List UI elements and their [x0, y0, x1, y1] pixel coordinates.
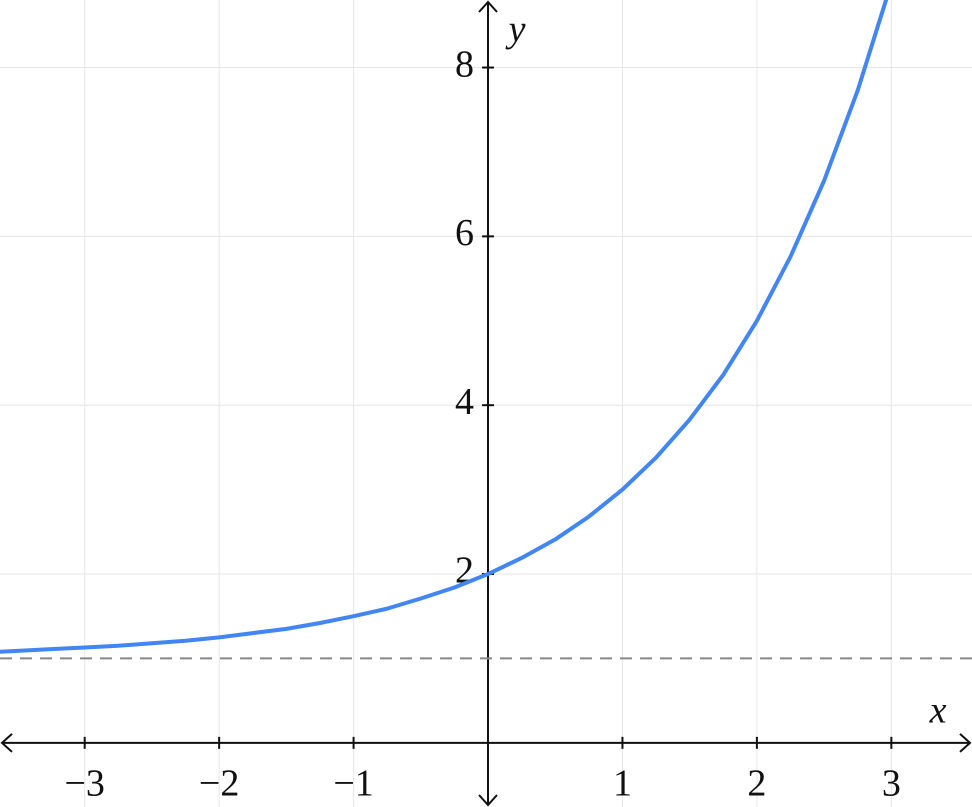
y-tick-label: 8 [455, 43, 474, 85]
x-tick-label: 2 [747, 763, 766, 805]
y-tick-label: 4 [455, 381, 474, 423]
x-tick-label: −3 [64, 763, 104, 805]
y-tick-label: 6 [455, 212, 474, 254]
arrow [478, 0, 498, 13]
x-tick-label: −2 [199, 763, 239, 805]
x-tick-label: 1 [613, 763, 632, 805]
arrow [478, 794, 498, 807]
arrow [0, 733, 13, 753]
plot-area [0, 0, 972, 660]
arrow [959, 733, 972, 753]
x-tick-label: −1 [333, 763, 373, 805]
x-axis-label: x [929, 690, 947, 732]
curve [0, 0, 889, 654]
y-axis-label: y [505, 9, 526, 51]
x-tick-label: 3 [882, 763, 901, 805]
